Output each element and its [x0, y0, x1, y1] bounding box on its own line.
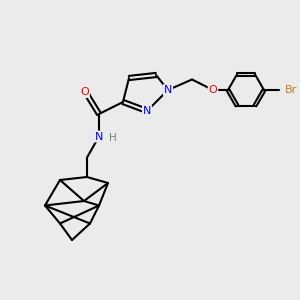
Text: O: O: [208, 85, 217, 95]
Text: N: N: [143, 106, 151, 116]
Text: O: O: [80, 87, 89, 97]
Text: H: H: [110, 133, 117, 143]
Text: N: N: [164, 85, 172, 95]
Text: Br: Br: [285, 85, 297, 95]
Text: N: N: [95, 131, 103, 142]
